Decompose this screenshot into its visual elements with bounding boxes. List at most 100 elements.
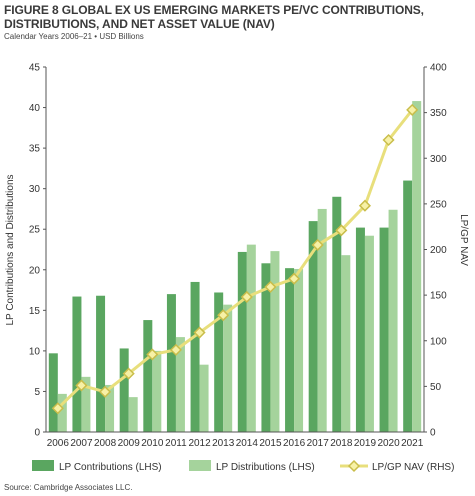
left-tick-label-0: 0 [34,428,40,439]
left-axis-label: LP Contributions and Distributions [5,174,16,325]
distribution-bar-2018 [341,255,351,432]
left-tick-label-35: 35 [29,144,41,155]
nav-marker-2007 [75,379,88,392]
x-tick-label-2009: 2009 [118,438,141,449]
contribution-bar-2019 [355,227,365,432]
nav-marker-2018 [335,224,348,237]
distribution-bar-2013 [223,304,233,432]
chart-title-line-2: DISTRIBUTIONS, AND NET ASSET VALUE (NAV) [4,17,275,31]
distribution-bar-2012 [199,364,209,432]
contribution-bar-2008 [96,295,106,432]
x-tick-label-2006: 2006 [47,438,70,449]
left-tick-label-5: 5 [34,387,40,398]
distribution-bar-2021 [412,101,422,433]
distribution-bar-2007 [81,376,91,432]
x-tick-label-2013: 2013 [212,438,235,449]
contribution-bar-2009 [119,348,129,432]
contribution-bar-2016 [285,268,295,432]
nav-line [56,108,414,410]
legend-swatch-distributions [189,460,211,471]
x-tick-label-2014: 2014 [236,438,259,449]
legend-label-nav: LP/GP NAV (RHS) [372,462,454,473]
x-tick-label-2011: 2011 [165,438,187,449]
distribution-bar-2006 [57,393,67,432]
legend-marker-nav [347,459,361,473]
bars-layer [48,101,422,433]
x-tick-label-2012: 2012 [188,438,211,449]
distribution-bar-2020 [388,209,398,432]
nav-marker-2019 [358,199,371,212]
nav-marker-2014 [240,290,253,304]
ticks-layer: 0 5 10 15 20 25 30 35 40 45 0 50 100 150 200 250 300 350 4… [29,63,447,450]
chart-subtitle: Calendar Years 2006–21 • USD Billions [4,32,144,41]
right-tick-label-50: 50 [430,382,442,393]
legend: LP Contributions (LHS) LP Distributions (… [32,459,454,473]
right-axis-label: LP/GP NAV [458,214,469,266]
chart-title: FIGURE 8 GLOBAL EX US EMERGING MARKETS P… [4,3,444,31]
axes-layer [43,66,427,433]
nav-marker-2009 [122,367,135,380]
left-tick-label-15: 15 [29,306,41,317]
contribution-bar-2014 [237,251,247,432]
legend-label-distributions: LP Distributions (LHS) [216,462,315,473]
nav-marker-2016 [288,272,301,285]
nav-marker-2013 [217,309,230,322]
contribution-bar-2011 [166,294,176,432]
x-tick-label-2020: 2020 [377,438,400,449]
chart-title-line-1: FIGURE 8 GLOBAL EX US EMERGING MARKETS P… [4,3,424,17]
x-tick-label-2021: 2021 [401,438,424,449]
right-tick-label-300: 300 [430,154,447,165]
distribution-bar-2011 [175,337,185,432]
source-note: Source: Cambridge Associates LLC. [4,483,133,492]
distribution-bar-2008 [105,384,115,432]
x-tick-label-2016: 2016 [283,438,306,449]
nav-marker-2017 [311,238,324,251]
right-tick-label-150: 150 [430,291,447,302]
distribution-bar-2019 [364,235,374,432]
x-tick-label-2018: 2018 [330,438,353,449]
left-tick-label-10: 10 [29,346,41,357]
nav-marker-2021 [406,103,419,116]
contribution-bar-2010 [143,320,153,432]
contribution-bar-2020 [379,227,389,432]
contribution-bar-2013 [214,292,224,432]
distribution-bar-2016 [294,268,304,432]
right-tick-label-400: 400 [430,63,447,74]
nav-marker-2015 [264,280,277,293]
right-tick-label-250: 250 [430,199,447,210]
nav-line-layer [51,103,419,415]
x-tick-label-2008: 2008 [94,438,117,449]
contribution-bar-2007 [72,296,82,432]
distribution-bar-2009 [128,397,138,432]
distribution-bar-2010 [152,350,162,432]
contribution-bar-2015 [261,263,271,432]
x-tick-label-2007: 2007 [70,438,93,449]
nav-marker-2012 [193,326,206,339]
distribution-bar-2014 [246,244,256,432]
contribution-bar-2006 [48,353,58,432]
left-tick-label-20: 20 [29,265,41,276]
nav-marker-2006 [51,402,64,415]
contribution-bar-2021 [403,180,413,432]
nav-marker-2011 [169,343,182,356]
left-tick-label-25: 25 [29,225,41,236]
x-tick-label-2017: 2017 [307,438,330,449]
distribution-bar-2017 [317,208,327,432]
left-tick-label-40: 40 [29,103,41,114]
right-tick-label-200: 200 [430,245,447,256]
nav-marker-2008 [99,385,112,398]
right-tick-label-0: 0 [430,428,436,439]
right-tick-label-100: 100 [430,336,447,347]
distribution-bar-2015 [270,251,280,432]
legend-label-contributions: LP Contributions (LHS) [59,462,162,473]
x-tick-label-2010: 2010 [141,438,164,449]
x-tick-label-2015: 2015 [259,438,282,449]
contribution-bar-2018 [332,196,342,432]
nav-marker-2020 [382,133,395,147]
nav-marker-2010 [146,348,159,361]
right-tick-label-350: 350 [430,108,447,119]
left-tick-label-30: 30 [29,184,41,195]
contribution-bar-2017 [308,221,318,432]
legend-swatch-contributions [32,460,54,471]
